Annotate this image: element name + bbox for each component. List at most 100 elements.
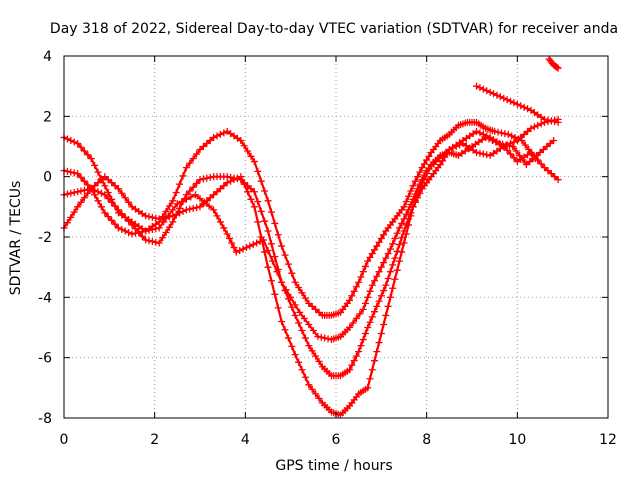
data-point bbox=[291, 311, 299, 319]
data-point bbox=[507, 150, 515, 158]
data-point bbox=[94, 188, 102, 196]
data-point bbox=[80, 177, 88, 185]
data-point bbox=[186, 187, 194, 195]
data-point bbox=[240, 180, 248, 188]
data-point bbox=[74, 188, 82, 196]
data-point bbox=[74, 203, 82, 211]
data-point bbox=[308, 385, 316, 393]
data-point bbox=[169, 197, 177, 205]
data-point bbox=[407, 212, 415, 220]
data-point bbox=[182, 164, 190, 172]
data-point bbox=[488, 136, 496, 144]
data-point bbox=[312, 305, 320, 313]
data-point bbox=[70, 208, 78, 216]
data-point bbox=[121, 213, 129, 221]
data-point bbox=[206, 173, 214, 181]
data-point bbox=[271, 290, 279, 298]
data-point bbox=[373, 272, 381, 280]
data-point bbox=[298, 327, 306, 335]
data-point bbox=[274, 265, 282, 273]
data-point bbox=[165, 223, 173, 231]
data-point bbox=[501, 130, 509, 138]
data-point bbox=[317, 333, 325, 341]
data-point bbox=[485, 135, 493, 143]
data-point bbox=[257, 233, 265, 241]
data-point bbox=[193, 179, 201, 187]
y-tick-label: 0 bbox=[43, 170, 52, 186]
data-point bbox=[352, 283, 360, 291]
data-point bbox=[142, 236, 150, 244]
data-point bbox=[77, 173, 85, 181]
data-point bbox=[386, 245, 394, 253]
data-point bbox=[391, 275, 399, 283]
data-point bbox=[510, 99, 518, 107]
x-tick-label: 2 bbox=[150, 432, 159, 448]
data-point bbox=[264, 227, 272, 235]
data-point bbox=[271, 253, 279, 261]
data-point bbox=[416, 168, 424, 176]
series-track-2 bbox=[60, 118, 539, 319]
data-point bbox=[526, 158, 534, 166]
data-point bbox=[305, 299, 313, 307]
data-point bbox=[395, 224, 403, 232]
data-point bbox=[193, 204, 201, 212]
data-point bbox=[291, 278, 299, 286]
data-point bbox=[267, 277, 275, 285]
data-point bbox=[94, 197, 102, 205]
data-point bbox=[67, 213, 75, 221]
data-point bbox=[278, 317, 286, 325]
data-point bbox=[519, 156, 527, 164]
data-point bbox=[405, 192, 413, 200]
data-point bbox=[355, 278, 363, 286]
data-point bbox=[315, 308, 323, 316]
data-point bbox=[366, 318, 374, 326]
data-point bbox=[346, 296, 354, 304]
data-point bbox=[551, 118, 559, 126]
data-point bbox=[384, 274, 392, 282]
data-point bbox=[375, 268, 383, 276]
data-point bbox=[70, 189, 78, 197]
data-point bbox=[206, 136, 214, 144]
data-point bbox=[350, 357, 358, 365]
data-point bbox=[393, 247, 401, 255]
data-point bbox=[101, 209, 109, 217]
data-point bbox=[473, 127, 481, 135]
y-tick-label: 2 bbox=[43, 109, 52, 125]
data-point bbox=[298, 289, 306, 297]
data-point bbox=[522, 161, 530, 169]
data-point bbox=[94, 168, 102, 176]
data-point bbox=[227, 177, 235, 185]
data-point bbox=[382, 311, 390, 319]
data-point bbox=[507, 97, 515, 105]
data-point bbox=[230, 176, 238, 184]
data-point bbox=[199, 175, 207, 183]
data-point bbox=[375, 297, 383, 305]
data-point bbox=[189, 155, 197, 163]
data-point bbox=[524, 127, 532, 135]
data-point bbox=[261, 248, 269, 256]
data-point bbox=[473, 82, 481, 90]
data-point bbox=[67, 168, 75, 176]
data-point bbox=[295, 319, 303, 327]
data-point bbox=[513, 100, 521, 108]
data-point bbox=[291, 351, 299, 359]
data-point bbox=[395, 241, 403, 249]
data-point bbox=[500, 94, 508, 102]
data-point bbox=[554, 176, 562, 184]
data-point bbox=[210, 133, 218, 141]
data-point bbox=[225, 235, 233, 243]
data-point bbox=[541, 115, 549, 123]
data-point bbox=[517, 102, 525, 110]
data-point bbox=[368, 366, 376, 374]
data-point bbox=[308, 302, 316, 310]
data-point bbox=[497, 129, 505, 137]
data-point bbox=[173, 200, 181, 208]
data-point bbox=[492, 138, 500, 146]
data-point bbox=[405, 221, 413, 229]
data-point bbox=[420, 174, 428, 182]
data-point bbox=[91, 161, 99, 169]
data-point bbox=[63, 135, 71, 143]
data-point bbox=[182, 191, 190, 199]
data-point bbox=[128, 221, 136, 229]
